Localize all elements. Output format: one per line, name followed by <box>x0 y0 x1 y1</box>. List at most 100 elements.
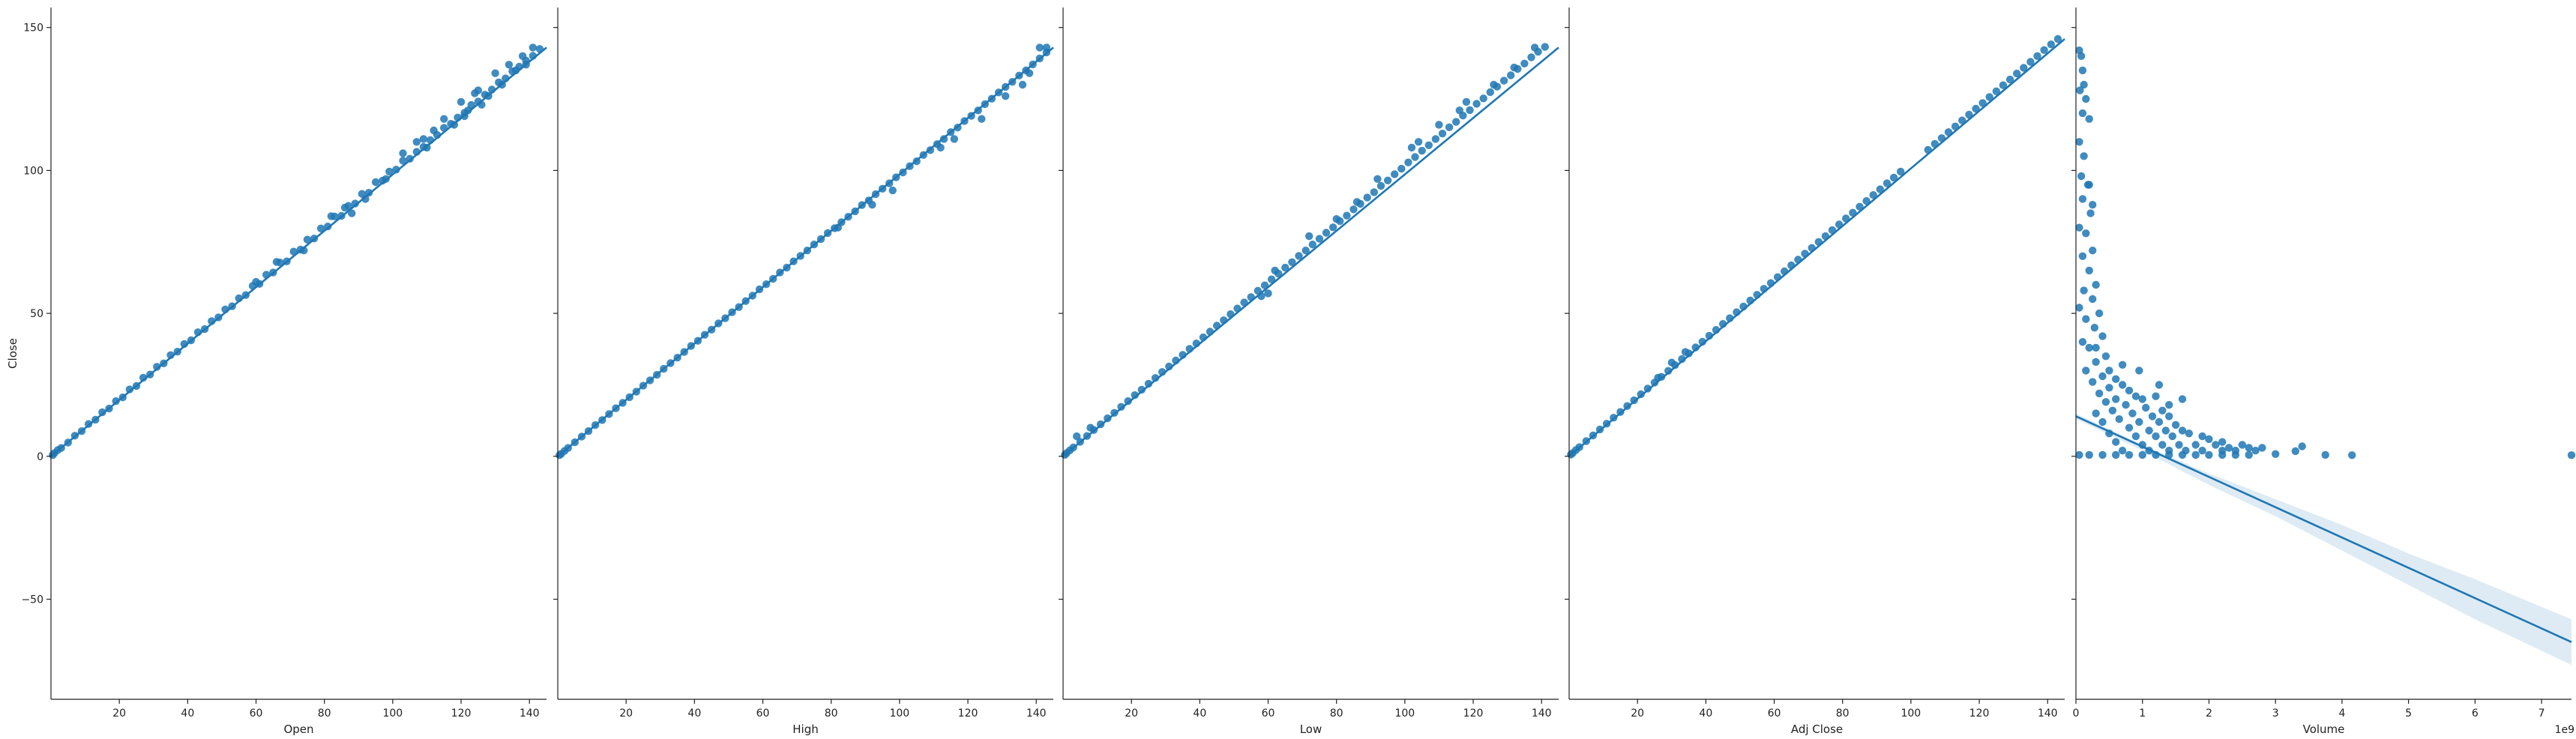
x-tick-label: 2 <box>2206 708 2212 720</box>
regression-line <box>1568 37 2065 457</box>
data-point <box>2178 450 2187 459</box>
data-point <box>2077 52 2086 61</box>
regression-line <box>50 46 547 457</box>
data-point <box>1431 135 1440 143</box>
data-point <box>1073 432 1081 441</box>
data-point <box>1856 202 1864 211</box>
data-point <box>1466 106 1474 115</box>
data-point <box>2152 392 2160 400</box>
data-point <box>2047 40 2055 49</box>
y-tick-label: 50 <box>30 308 43 320</box>
data-point <box>2138 395 2146 403</box>
data-point <box>2076 86 2084 94</box>
x-tick-label: 3 <box>2272 708 2279 720</box>
x-tick-label: 80 <box>1330 708 1343 720</box>
data-point <box>1391 170 1399 178</box>
data-point <box>1862 197 1871 205</box>
data-point <box>2125 450 2134 459</box>
data-point <box>2152 432 2160 441</box>
x-tick-label: 0 <box>2073 708 2080 720</box>
data-point <box>2165 401 2173 409</box>
data-point <box>1530 43 1539 52</box>
x-tick-label: 140 <box>2038 708 2058 720</box>
data-point <box>2125 423 2134 432</box>
x-tick-label: 120 <box>958 708 978 720</box>
data-point <box>2112 395 2120 403</box>
data-point <box>2020 64 2028 72</box>
data-point <box>1271 266 1279 275</box>
data-point <box>978 115 986 123</box>
data-point <box>1301 247 1310 255</box>
data-point <box>1452 118 1460 126</box>
data-point <box>351 199 359 208</box>
regression-line <box>1062 46 1559 457</box>
x-tick-label: 20 <box>1631 708 1644 720</box>
data-point <box>2090 324 2098 332</box>
data-point <box>1002 92 1010 100</box>
data-point <box>1958 116 1966 124</box>
data-point <box>1322 229 1331 237</box>
data-point <box>98 408 106 417</box>
data-point <box>2082 229 2090 238</box>
data-point <box>2098 417 2107 426</box>
x-tick-label: 6 <box>2472 708 2479 720</box>
data-point <box>1267 275 1276 283</box>
data-point <box>2161 426 2170 435</box>
x-tick-label: 80 <box>318 708 331 720</box>
data-point <box>1264 289 1272 298</box>
x-tick-label: 20 <box>619 708 633 720</box>
data-point <box>1510 63 1518 72</box>
y-tick-label: 150 <box>23 22 43 34</box>
data-point <box>491 69 499 77</box>
data-point <box>2224 444 2233 452</box>
data-point <box>2178 426 2187 435</box>
data-point <box>2118 361 2127 369</box>
data-point <box>1897 167 1905 176</box>
data-point <box>2145 426 2153 435</box>
panel-4: 20 40 60 80 100 120 140 Adj Close <box>1565 7 2065 736</box>
x-tick-label: 20 <box>1125 708 1138 720</box>
data-point <box>529 43 537 52</box>
data-point <box>2165 412 2173 420</box>
data-point <box>2098 332 2107 340</box>
data-point <box>1018 80 1027 89</box>
data-point <box>2205 435 2213 444</box>
data-point <box>2118 447 2127 455</box>
data-point <box>2148 412 2157 420</box>
data-point <box>2158 441 2167 449</box>
data-point <box>2013 69 2021 78</box>
data-point <box>2171 420 2180 429</box>
data-point <box>1349 205 1358 214</box>
data-point <box>2135 417 2143 426</box>
x-axis-label: High <box>792 723 818 736</box>
data-point <box>2298 442 2306 450</box>
data-point <box>2142 403 2150 412</box>
data-point <box>2185 429 2193 438</box>
data-point <box>1985 93 1993 101</box>
data-point <box>1404 158 1412 166</box>
data-point <box>399 157 407 165</box>
data-point <box>2128 409 2137 417</box>
data-point <box>112 397 120 405</box>
data-point <box>2178 395 2187 403</box>
data-point <box>2112 450 2120 459</box>
data-point <box>2112 375 2120 383</box>
x-tick-label: 40 <box>687 708 701 720</box>
data-point <box>2078 338 2087 346</box>
x-tick-label: 120 <box>451 708 472 720</box>
data-point <box>340 203 349 212</box>
data-point <box>1411 153 1419 161</box>
data-point <box>2078 252 2087 260</box>
data-point <box>1455 106 1464 115</box>
data-point <box>888 186 897 195</box>
data-point <box>2080 152 2088 160</box>
data-point <box>2105 384 2113 392</box>
x-axis-multiplier-label: 1e9 <box>2555 724 2575 736</box>
data-point <box>272 258 281 266</box>
data-point <box>1131 391 1139 399</box>
data-point <box>1643 384 1652 393</box>
panel-2: 20 40 60 80 100 120 140 High <box>553 7 1054 736</box>
data-point <box>316 224 325 232</box>
data-point <box>1383 176 1392 184</box>
data-point <box>2082 94 2090 103</box>
